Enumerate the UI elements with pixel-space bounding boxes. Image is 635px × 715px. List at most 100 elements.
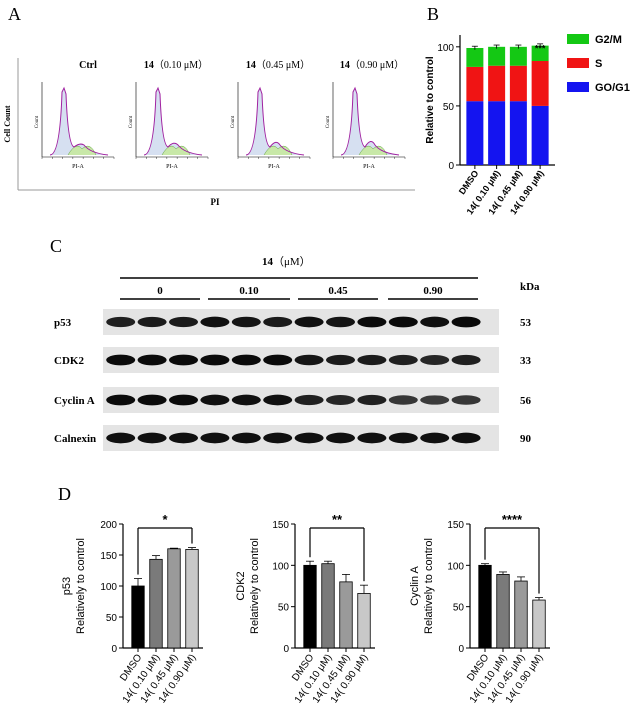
b-bar-segment: [488, 101, 506, 165]
d-bar: [185, 549, 199, 649]
blot-row-calnexin: Calnexin 90: [54, 425, 532, 451]
panel-a-y-title: Cell Count: [3, 105, 12, 142]
histogram-group: Count PI-A Count PI-A Count PI-A Count PI-A: [35, 82, 406, 170]
blot-band: [263, 354, 293, 366]
panel-c: 14（μM） kDa 0 0.10 0.45 0.90 p53 53 CDK2 33 Cycl…: [54, 255, 540, 451]
b-bar-segment: [466, 48, 484, 67]
d-y-tick-label: 150: [447, 520, 464, 531]
d-y-tick-label: 0: [458, 644, 464, 655]
blot-band: [326, 316, 355, 328]
hist-x-label: PI-A: [72, 164, 84, 170]
blot-band: [294, 354, 324, 366]
d-y-tick-label: 150: [272, 520, 289, 531]
d-bar: [478, 564, 492, 649]
group-label: 0.90: [423, 285, 443, 297]
d-bar: [514, 580, 528, 649]
hist-curve: [49, 86, 109, 156]
blot-band: [420, 355, 450, 365]
hist-curve: [245, 86, 305, 156]
b-legend-label: S: [595, 58, 602, 70]
histogram-0: Count PI-A: [35, 82, 115, 170]
d-y-tick-label: 100: [100, 582, 117, 593]
d-bar: [149, 558, 163, 649]
blot-band: [420, 316, 450, 328]
blot-band: [106, 316, 136, 328]
kda-value: 90: [520, 433, 532, 445]
blot-row-cdk2: CDK2 33: [54, 347, 532, 373]
d-y-title-1: CDK2: [235, 571, 247, 600]
b-legend-label: G2/M: [595, 34, 622, 46]
hist-s-phase: [67, 145, 97, 156]
d-y-title-2: Relatively to control: [249, 538, 261, 634]
blot-band: [231, 432, 261, 444]
blot-band: [106, 394, 136, 406]
treatment-label: 14（μM）: [262, 255, 311, 268]
blot-band: [231, 354, 261, 366]
blot-band: [200, 316, 230, 328]
d-y-tick-label: 0: [283, 644, 289, 655]
protein-label: Cyclin A: [54, 395, 95, 407]
blot-band: [388, 354, 418, 366]
hist-y-label: Count: [129, 115, 134, 128]
blot-band: [263, 432, 293, 444]
kda-value: 56: [520, 395, 532, 407]
condition-label-0-10: 14（0.10 μM）: [144, 59, 208, 71]
hist-s-phase: [263, 145, 293, 156]
blot-band: [169, 394, 198, 406]
blot-band: [106, 432, 136, 444]
blot-band: [451, 395, 481, 405]
blot-band: [169, 316, 198, 328]
hist-y-label: Count: [231, 115, 236, 128]
b-bar-segment: [531, 61, 549, 106]
b-legend-label: GO/G1: [595, 82, 630, 94]
hist-s-phase: [161, 145, 191, 156]
b-bar-segment: [531, 45, 549, 61]
b-bar-segment: [509, 65, 527, 102]
blot-band: [357, 354, 387, 366]
d-y-tick-label: 50: [278, 603, 290, 614]
blot-band: [169, 432, 198, 444]
histogram-3: Count PI-A: [326, 82, 406, 170]
blot-band: [200, 354, 230, 366]
kda-value: 53: [520, 317, 532, 329]
blot-band: [326, 354, 355, 366]
b-bar-segment: [509, 46, 527, 66]
kda-value: 33: [520, 355, 532, 367]
b-y-tick-label: 100: [437, 43, 454, 54]
blot-band: [357, 394, 387, 406]
hist-x-label: PI-A: [363, 164, 375, 170]
blot-band: [451, 354, 481, 366]
hist-fill: [246, 88, 304, 155]
hist-s-phase: [358, 145, 388, 156]
blot-band: [263, 316, 293, 328]
d-bar: [339, 581, 353, 649]
d-significance: **: [332, 512, 343, 527]
d-bar: [131, 585, 145, 649]
hist-y-label: Count: [326, 115, 331, 128]
d-significance: ****: [502, 512, 523, 527]
d-y-title-2: Relatively to control: [423, 538, 435, 634]
blot-band: [294, 432, 324, 444]
group-label: 0.45: [328, 285, 348, 297]
protein-label: CDK2: [54, 355, 84, 367]
panel-label-b: B: [427, 4, 439, 24]
hist-fill: [144, 88, 202, 155]
blot-band: [388, 316, 418, 328]
panel-label-c: C: [50, 236, 62, 256]
d-y-tick-label: 0: [111, 644, 117, 655]
blot-band: [326, 432, 355, 444]
blot-band: [451, 432, 481, 444]
hist-x-label: PI-A: [166, 164, 178, 170]
hist-fill: [341, 88, 399, 155]
blot-band: [137, 354, 167, 366]
blot-band: [263, 394, 293, 406]
blot-band: [357, 432, 387, 444]
condition-label-0-90: 14（0.90 μM）: [340, 59, 404, 71]
b-y-title: Relative to control: [425, 56, 436, 143]
d-y-tick-label: 100: [272, 561, 289, 572]
blot-band: [420, 432, 450, 444]
